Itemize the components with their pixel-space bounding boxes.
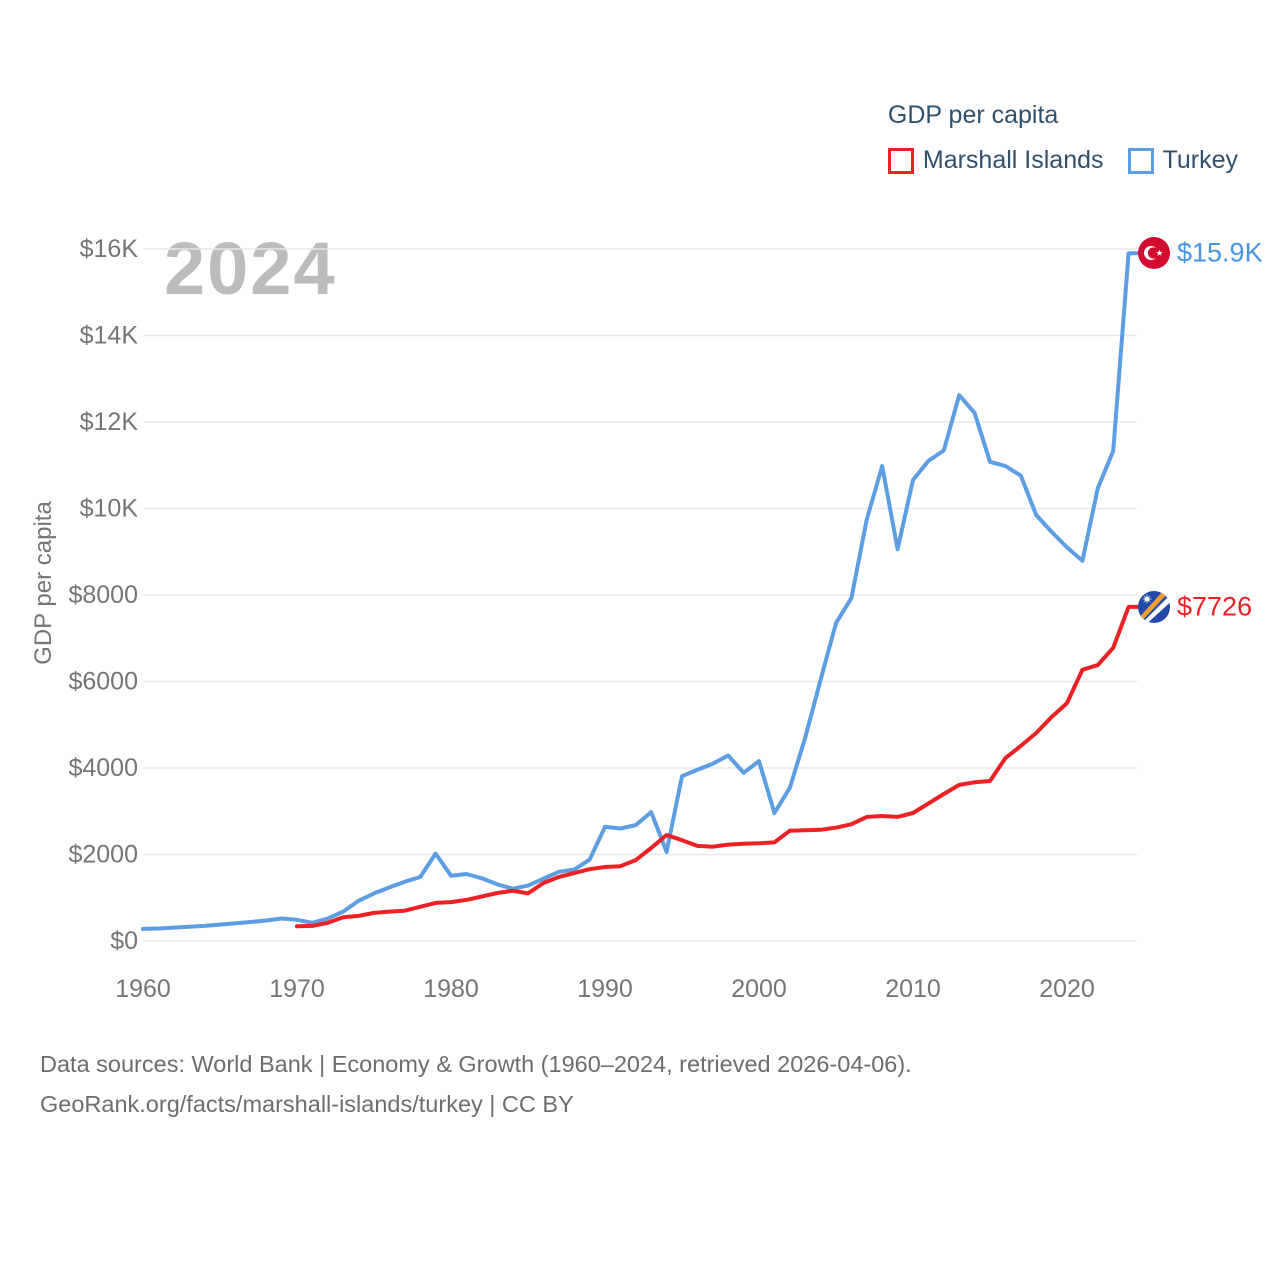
footer-line-1: Data sources: World Bank | Economy & Gro…: [40, 1051, 912, 1077]
tick-labels-layer: $0 $2000 $4000 $6000 $8000 $10K $12K $14K $16K 19…: [68, 235, 1094, 1003]
legend: GDP per capita Marshall Islands Turkey: [887, 101, 1238, 175]
marshall-islands-flag-icon: [1138, 591, 1170, 623]
x-tick-label: 2010: [885, 975, 941, 1003]
y-tick-label: $8000: [68, 581, 138, 609]
x-tick-label: 1970: [269, 975, 325, 1003]
data-source-footer: Data sources: World Bank | Economy & Gro…: [40, 1044, 912, 1124]
y-tick-label: $12K: [80, 408, 139, 436]
chart-title: GDP per capita: [887, 101, 1059, 129]
x-tick-label: 2020: [1039, 975, 1095, 1003]
gridlines-layer: [143, 248, 1137, 942]
x-tick-label: 2000: [731, 975, 787, 1003]
legend-label-turkey: Turkey: [1162, 146, 1238, 174]
footer-line-2: GeoRank.org/facts/marshall-islands/turke…: [40, 1091, 574, 1117]
y-tick-label: $6000: [68, 668, 138, 696]
x-tick-label: 1990: [577, 975, 633, 1003]
y-tick-label: $0: [110, 927, 138, 955]
series-layer: [141, 251, 1150, 931]
legend-row: Marshall Islands Turkey: [887, 146, 1238, 175]
turkey-end-value: $15.9K: [1177, 237, 1263, 268]
turkey-line: [141, 251, 1150, 931]
flag-markers-layer: [1138, 237, 1170, 623]
legend-label-marshall-islands: Marshall Islands: [922, 146, 1104, 174]
marshall-islands-swatch-icon: [887, 147, 914, 174]
x-tick-label: 1980: [423, 975, 479, 1003]
y-tick-label: $16K: [80, 235, 139, 263]
watermark-year: 2024: [164, 227, 337, 310]
y-tick-label: $10K: [80, 495, 139, 523]
marshall-islands-end-value: $7726: [1177, 591, 1253, 622]
y-tick-label: $14K: [80, 322, 139, 350]
turkey-swatch-icon: [1127, 147, 1154, 174]
marshall-islands-end-value-label: $7726: [1177, 592, 1252, 623]
turkey-flag-icon: [1138, 237, 1170, 269]
marshall-islands-line: [295, 604, 1150, 929]
turkey-end-value-label: $15.9K: [1177, 238, 1263, 269]
y-tick-label: $4000: [68, 754, 138, 782]
x-tick-label: 1960: [115, 975, 171, 1003]
y-tick-label: $2000: [68, 841, 138, 869]
